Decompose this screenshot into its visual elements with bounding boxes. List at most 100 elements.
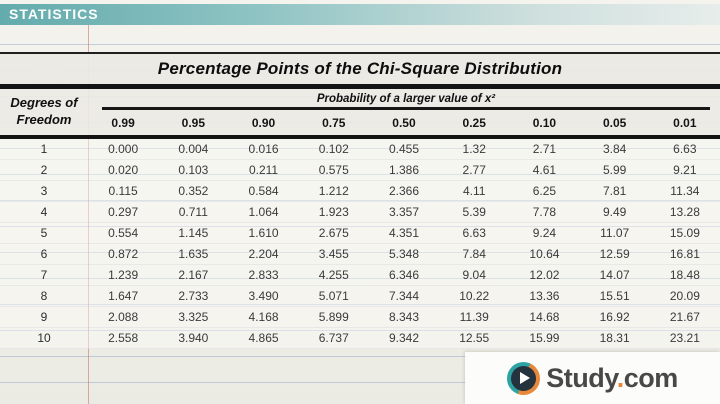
df-cell: 3 — [40, 184, 48, 198]
value-cell: 0.102 — [318, 142, 349, 156]
column-header-cell: 0.50 — [392, 115, 416, 130]
df-cell: 4 — [40, 205, 48, 219]
table-title: Percentage Points of the Chi-Square Dist… — [157, 59, 563, 78]
studycom-wordmark: Study.com — [546, 362, 679, 393]
df-cell: 8 — [40, 289, 48, 303]
value-cell: 16.81 — [669, 247, 700, 261]
value-cell: 2.71 — [532, 142, 557, 156]
value-cell: 14.68 — [529, 310, 560, 324]
column-header-row: 0.99 0.95 0.90 0.75 0.50 0.25 0.10 0.05 0.01 — [88, 110, 720, 135]
value-cell: 16.92 — [599, 310, 630, 324]
value-cell: 0.020 — [108, 163, 139, 177]
value-cell: 3.490 — [248, 289, 279, 303]
column-header-cell: 0.10 — [532, 115, 557, 130]
value-cell: 12.02 — [529, 268, 560, 282]
value-cell: 1.923 — [318, 205, 349, 219]
chi-square-table: Percentage Points of the Chi-Square Dist… — [0, 52, 720, 349]
probability-header-area: Probability of a larger value of x² 0.99… — [88, 89, 720, 135]
table-body: 1 0.000 0.004 0.016 0.102 0.455 1.32 2.71 3.84 6.… — [0, 139, 720, 349]
value-cell: 3.325 — [178, 310, 209, 324]
value-cell: 0.115 — [108, 184, 138, 198]
value-cell: 0.297 — [108, 205, 139, 219]
column-header-cell: 0.75 — [322, 115, 346, 130]
value-cell: 10.22 — [459, 289, 490, 303]
value-cell: 11.34 — [670, 184, 700, 198]
value-cell: 0.711 — [178, 205, 208, 219]
value-cell: 20.09 — [669, 289, 700, 303]
value-cell: 4.168 — [248, 310, 279, 324]
value-cell: 0.000 — [108, 142, 139, 156]
value-cell: 18.48 — [669, 268, 700, 282]
value-cell: 0.211 — [248, 163, 279, 177]
value-cell: 12.55 — [459, 331, 490, 345]
df-header-line2: Freedom — [16, 112, 72, 127]
value-cell: 0.004 — [178, 142, 209, 156]
value-cell: 3.357 — [388, 205, 419, 219]
value-cell: 1.32 — [462, 142, 486, 156]
category-banner: STATISTICS — [0, 4, 720, 25]
df-header-line1: Degrees of — [10, 95, 78, 111]
banner-label: STATISTICS — [9, 6, 99, 22]
value-cell: 9.24 — [532, 226, 557, 240]
table-row: 2 0.020 0.103 0.211 0.575 1.386 2.77 4.61 5.99 9.… — [0, 160, 720, 181]
value-cell: 6.346 — [388, 268, 419, 282]
value-cell: 4.351 — [388, 226, 419, 240]
value-cell: 1.145 — [178, 226, 209, 240]
play-circle-core — [511, 365, 537, 391]
table-row: 10 2.558 3.940 4.865 6.737 9.342 12.55 15.99 18.… — [0, 328, 720, 349]
play-triangle-icon — [520, 371, 531, 384]
value-cell: 0.103 — [178, 163, 209, 177]
value-cell: 7.84 — [462, 247, 486, 261]
logo-tld: com — [623, 362, 679, 393]
probability-span-header: Probability of a larger value of x² — [102, 89, 710, 110]
notebook-margin-line — [88, 24, 89, 404]
value-cell: 4.255 — [318, 268, 349, 282]
value-cell: 4.61 — [532, 163, 557, 177]
table-row: 6 0.872 1.635 2.204 3.455 5.348 7.84 10.64 12.59… — [0, 244, 720, 265]
play-circle-icon — [507, 361, 541, 395]
value-cell: 9.21 — [673, 163, 697, 177]
value-cell: 11.07 — [600, 226, 630, 240]
table-title-bar: Percentage Points of the Chi-Square Dist… — [0, 52, 720, 89]
value-cell: 14.07 — [599, 268, 630, 282]
value-cell: 5.39 — [462, 205, 486, 219]
value-cell: 15.51 — [599, 289, 630, 303]
value-cell: 0.352 — [178, 184, 209, 198]
value-cell: 9.342 — [388, 331, 419, 345]
value-cell: 0.872 — [108, 247, 139, 261]
value-cell: 2.833 — [248, 268, 279, 282]
value-cell: 1.610 — [248, 226, 279, 240]
value-cell: 18.31 — [599, 331, 630, 345]
column-header-cell: 0.01 — [673, 115, 697, 130]
value-cell: 2.558 — [108, 331, 139, 345]
df-cell: 2 — [40, 163, 48, 177]
value-cell: 1.647 — [108, 289, 139, 303]
column-header-cell: 0.05 — [602, 115, 627, 130]
value-cell: 5.99 — [602, 163, 627, 177]
value-cell: 4.865 — [248, 331, 279, 345]
df-cell: 7 — [40, 268, 48, 282]
value-cell: 2.733 — [178, 289, 209, 303]
value-cell: 21.67 — [669, 310, 700, 324]
value-cell: 1.064 — [248, 205, 279, 219]
table-row: 8 1.647 2.733 3.490 5.071 7.344 10.22 13.36 15.5… — [0, 286, 720, 307]
value-cell: 1.239 — [108, 268, 139, 282]
value-cell: 8.343 — [388, 310, 419, 324]
value-cell: 4.11 — [462, 184, 486, 198]
value-cell: 2.77 — [462, 163, 486, 177]
value-cell: 5.899 — [318, 310, 349, 324]
value-cell: 0.554 — [108, 226, 139, 240]
table-row: 5 0.554 1.145 1.610 2.675 4.351 6.63 9.24 11.07 1… — [0, 223, 720, 244]
value-cell: 6.63 — [673, 142, 697, 156]
table-row: 7 1.239 2.167 2.833 4.255 6.346 9.04 12.02 14.07… — [0, 265, 720, 286]
value-cell: 2.366 — [388, 184, 419, 198]
value-cell: 1.635 — [178, 247, 209, 261]
df-cell: 6 — [40, 247, 48, 261]
table-row: 4 0.297 0.711 1.064 1.923 3.357 5.39 7.78 9.49 13… — [0, 202, 720, 223]
logo-dot: . — [616, 362, 625, 393]
column-header-cell: 0.95 — [181, 115, 205, 130]
table-row: 9 2.088 3.325 4.168 5.899 8.343 11.39 14.68 16.9… — [0, 307, 720, 328]
table-header: Degrees of Freedom Probability of a larg… — [0, 89, 720, 139]
value-cell: 15.09 — [669, 226, 700, 240]
value-cell: 7.81 — [602, 184, 627, 198]
